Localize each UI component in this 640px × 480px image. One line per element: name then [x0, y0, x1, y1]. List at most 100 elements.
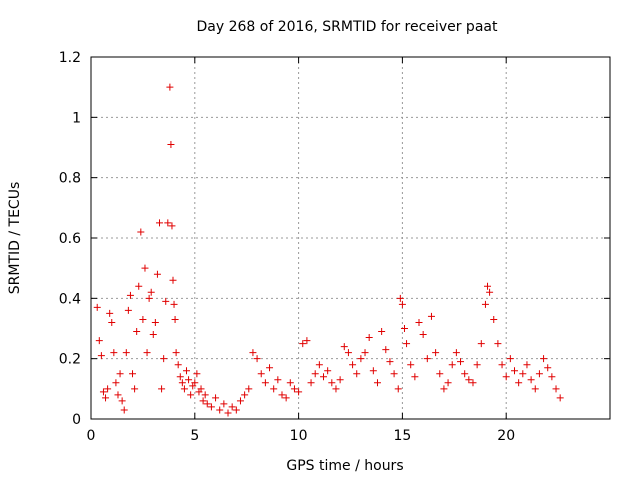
- data-point: [452, 349, 460, 357]
- data-point: [178, 379, 186, 387]
- data-point: [122, 349, 130, 357]
- data-point: [232, 406, 240, 414]
- data-point: [457, 358, 465, 366]
- y-tick-label: 0.8: [59, 171, 81, 187]
- data-point: [353, 370, 361, 378]
- data-point: [168, 222, 176, 230]
- data-point: [444, 379, 452, 387]
- data-point: [398, 300, 406, 308]
- data-point: [320, 373, 328, 381]
- data-point: [170, 300, 178, 308]
- data-point: [162, 297, 170, 305]
- y-axis-label: SRMTID / TECUs: [7, 182, 23, 295]
- data-point: [396, 294, 404, 302]
- data-point: [502, 373, 510, 381]
- data-point: [286, 379, 294, 387]
- data-point: [415, 318, 423, 326]
- data-point: [249, 349, 257, 357]
- data-point: [461, 370, 469, 378]
- data-point: [166, 83, 174, 91]
- data-point: [270, 385, 278, 393]
- x-tick-label: 0: [87, 428, 96, 444]
- data-point: [378, 328, 386, 336]
- data-point: [400, 325, 408, 332]
- data-point: [278, 391, 286, 399]
- data-point: [486, 288, 494, 296]
- data-point: [167, 140, 175, 148]
- data-point: [169, 276, 177, 284]
- data-point: [365, 334, 373, 342]
- data-point: [515, 379, 523, 387]
- data-point: [114, 391, 122, 399]
- data-point: [171, 315, 179, 323]
- data-point: [116, 370, 124, 378]
- data-point: [427, 312, 435, 320]
- data-point: [548, 373, 556, 381]
- data-point: [274, 376, 282, 384]
- data-point: [324, 367, 332, 375]
- data-point: [535, 370, 543, 378]
- data-point: [93, 303, 101, 311]
- data-point: [137, 228, 145, 236]
- data-point: [185, 376, 193, 384]
- data-point: [511, 367, 519, 375]
- data-point: [282, 394, 290, 402]
- data-point: [394, 385, 402, 393]
- data-point: [490, 315, 498, 323]
- data-point: [164, 219, 172, 227]
- data-point: [245, 385, 253, 393]
- data-point: [436, 370, 444, 378]
- data-point: [303, 337, 311, 345]
- x-tick-label: 15: [393, 428, 411, 444]
- data-point: [349, 361, 357, 369]
- y-tick-label: 1.2: [59, 50, 81, 66]
- data-point: [207, 403, 215, 411]
- data-point: [160, 355, 168, 363]
- data-point: [118, 397, 126, 405]
- data-point: [311, 370, 319, 378]
- data-point: [151, 318, 159, 326]
- y-tick-label: 0.6: [59, 231, 81, 247]
- data-point: [201, 391, 209, 399]
- data-point: [481, 300, 489, 308]
- x-tick-label: 20: [497, 428, 515, 444]
- data-point: [332, 385, 340, 393]
- data-point: [224, 409, 232, 417]
- data-point: [126, 291, 134, 299]
- data-point: [519, 370, 527, 378]
- data-point: [484, 282, 492, 290]
- data-point: [191, 379, 199, 387]
- data-point: [465, 376, 473, 384]
- data-point: [544, 364, 552, 372]
- data-point: [432, 349, 440, 357]
- data-point: [156, 219, 164, 227]
- x-tick-label: 10: [290, 428, 308, 444]
- data-point: [216, 406, 224, 414]
- data-point: [403, 340, 411, 348]
- data-point: [108, 318, 116, 326]
- data-point: [212, 394, 220, 402]
- data-point: [540, 355, 548, 363]
- data-point: [494, 340, 502, 348]
- data-point: [390, 370, 398, 378]
- data-point: [257, 370, 265, 378]
- data-point: [373, 379, 381, 387]
- y-tick-label: 0.2: [59, 352, 81, 368]
- data-point: [419, 331, 427, 339]
- chart-title: Day 268 of 2016, SRMTID for receiver paa…: [197, 19, 498, 35]
- data-point: [149, 331, 157, 339]
- data-point: [106, 309, 114, 317]
- data-point: [139, 315, 147, 323]
- data-point: [423, 355, 431, 363]
- data-point: [369, 367, 377, 375]
- y-tick-label: 1: [72, 110, 81, 126]
- data-point: [147, 288, 155, 296]
- data-point: [141, 264, 149, 272]
- data-point: [145, 294, 153, 302]
- data-point: [187, 391, 195, 399]
- data-point: [131, 385, 139, 393]
- data-point: [176, 373, 184, 381]
- data-point: [506, 355, 514, 363]
- data-point: [328, 379, 336, 387]
- data-point: [120, 406, 128, 414]
